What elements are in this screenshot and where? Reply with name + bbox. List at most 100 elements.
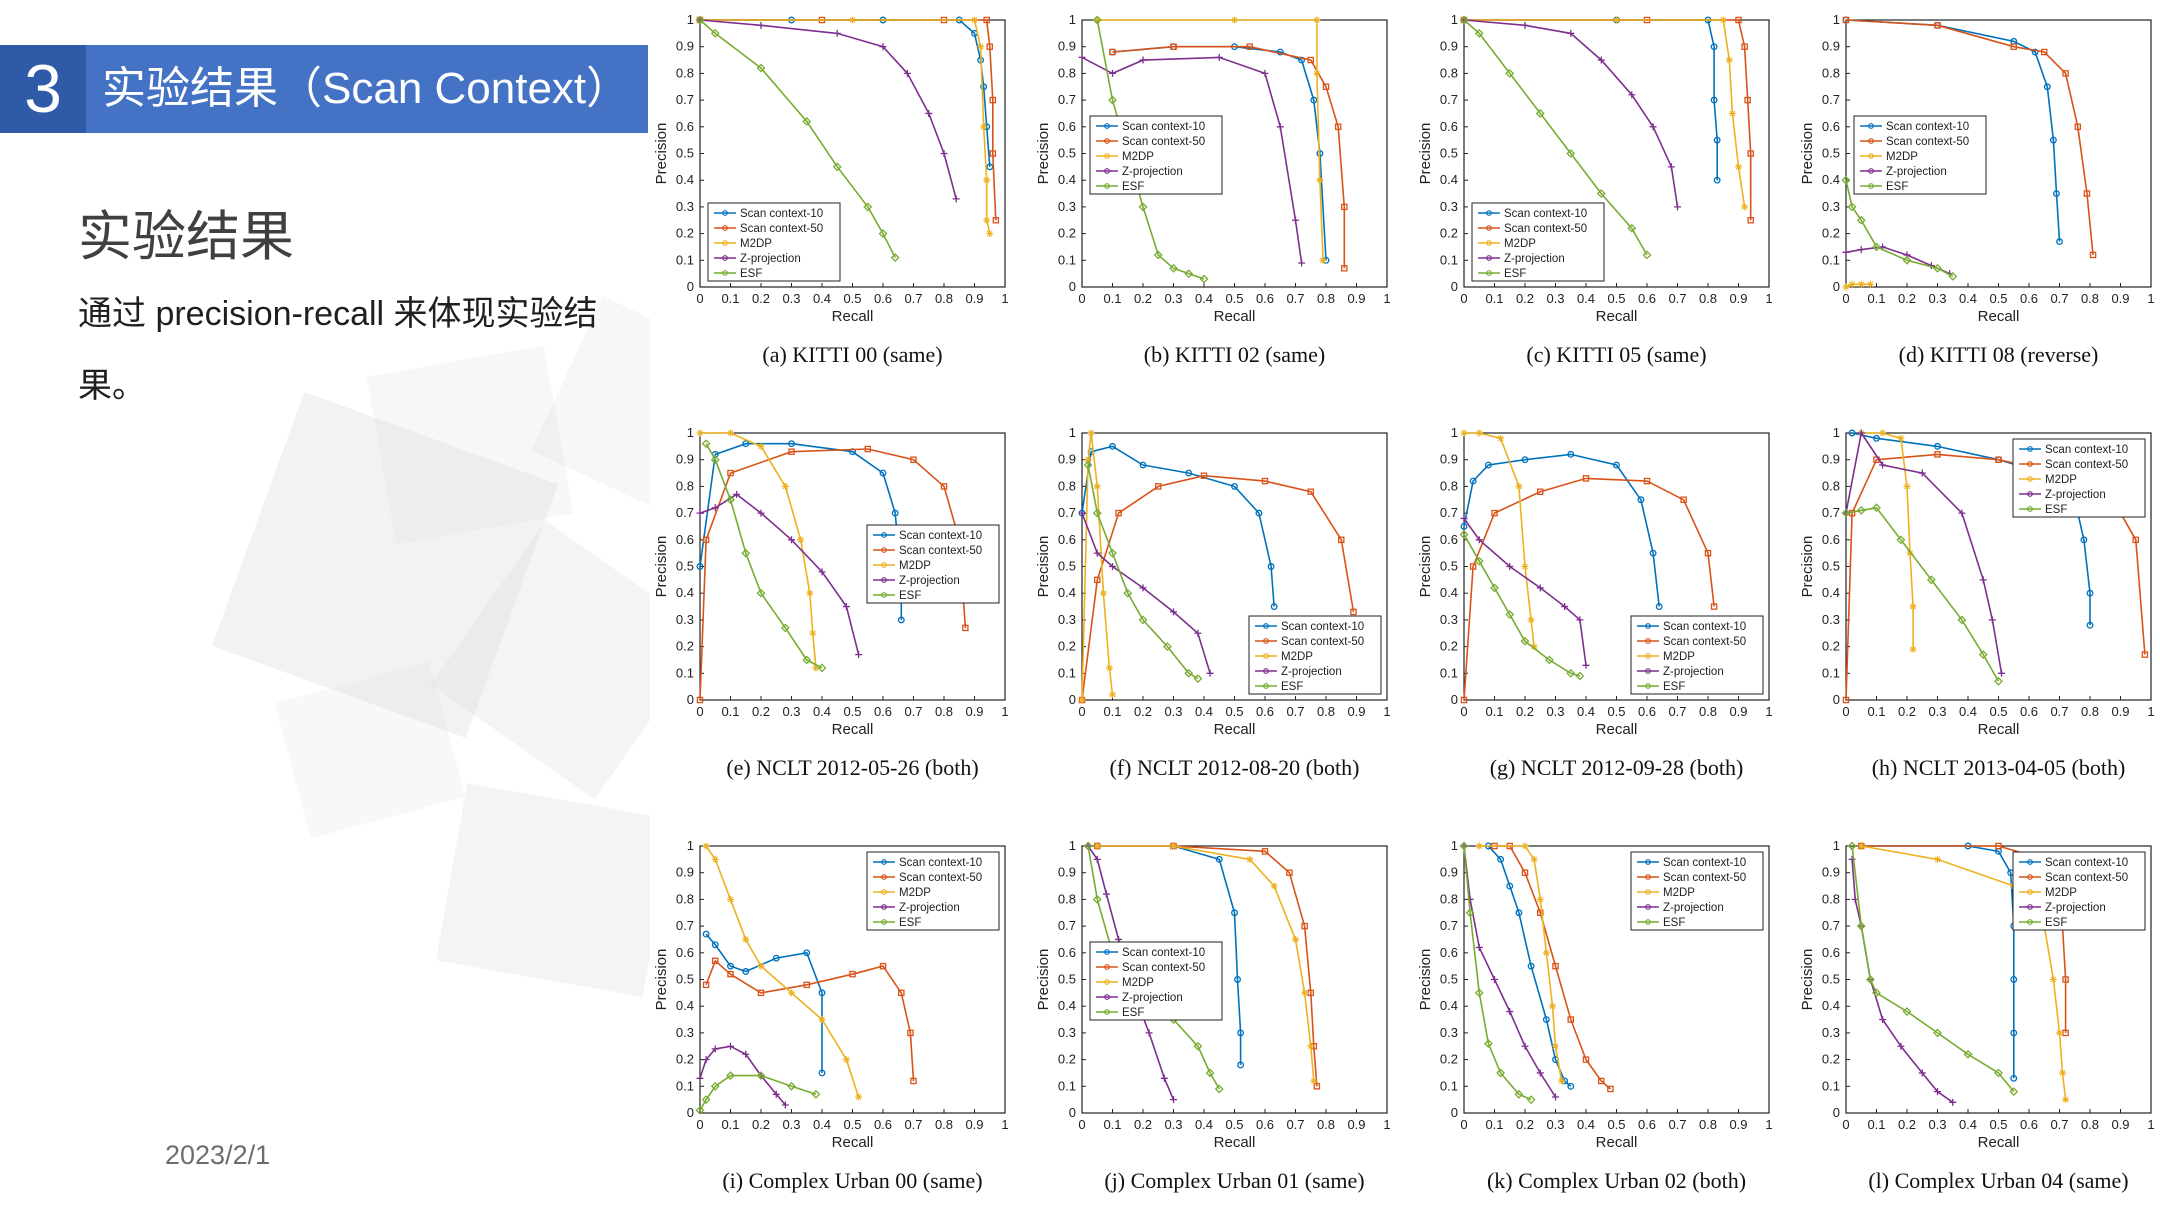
legend-marker xyxy=(1868,138,1874,144)
x-tick-label: 0.2 xyxy=(1898,1117,1916,1132)
x-tick-label: 0.9 xyxy=(1347,291,1365,306)
data-point xyxy=(1848,429,1856,437)
data-point xyxy=(702,930,710,938)
data-point xyxy=(742,968,750,975)
data-point xyxy=(1596,189,1606,198)
x-tick-label: 0 xyxy=(1842,704,1849,719)
y-tick-label: 0.6 xyxy=(1822,945,1840,960)
data-point xyxy=(1184,269,1194,279)
data-point xyxy=(1078,696,1086,704)
y-tick-label: 1 xyxy=(1833,425,1840,440)
x-tick-label: 0.1 xyxy=(721,704,739,719)
series-line xyxy=(1081,56,1303,264)
data-point xyxy=(1286,869,1293,876)
data-point xyxy=(1145,1029,1153,1037)
data-point xyxy=(1998,669,2006,677)
y-tick-label: 0.5 xyxy=(1822,972,1840,987)
data-point xyxy=(701,1095,711,1105)
y-tick-label: 0.4 xyxy=(1058,172,1076,187)
y-tick-label: 0.9 xyxy=(1440,452,1458,467)
legend-marker xyxy=(1263,683,1269,689)
y-tick-label: 0.2 xyxy=(1822,1052,1840,1067)
chart-caption: (a) KITTI 00 (same) xyxy=(762,342,942,367)
legend-marker xyxy=(2027,461,2033,467)
legend-marker xyxy=(1104,949,1110,955)
chart-panel: 0 0.1 0.2 0.3 0.4 0.5 0.6 0.7 0.8 0.9 1 0 0.1 0.2 0.3 0… xyxy=(1035,425,1391,780)
data-point xyxy=(1298,56,1306,64)
y-tick-label: 0.7 xyxy=(1058,918,1076,933)
x-tick-label: 0.5 xyxy=(1607,291,1625,306)
data-point xyxy=(727,962,734,970)
data-point xyxy=(780,623,790,633)
y-axis-label: Precision xyxy=(1799,123,1816,185)
x-axis-label: Recall xyxy=(832,1134,874,1151)
data-point xyxy=(1934,451,1941,458)
y-tick-label: 0.5 xyxy=(1058,559,1076,574)
data-point xyxy=(2010,1074,2018,1082)
x-axis-label: Recall xyxy=(1978,1134,2020,1151)
x-tick-label: 0.4 xyxy=(1959,1117,1977,1132)
legend-box xyxy=(707,202,841,282)
series-line xyxy=(1463,477,1715,701)
data-point xyxy=(757,962,765,970)
legend-label: M2DP xyxy=(2045,887,2077,899)
x-tick-label: 0.4 xyxy=(1577,704,1595,719)
data-point xyxy=(1978,650,1988,660)
x-tick-label: 1 xyxy=(1765,291,1772,306)
x-tick-label: 0.7 xyxy=(1668,1117,1686,1132)
data-point xyxy=(1637,496,1645,504)
data-point xyxy=(702,842,710,850)
data-point xyxy=(1933,1028,1942,1038)
data-point xyxy=(2043,83,2051,91)
legend-label: ESF xyxy=(1122,181,1144,193)
y-tick-label: 0.9 xyxy=(1822,865,1840,880)
x-tick-label: 0.2 xyxy=(1516,1117,1534,1132)
legend-marker xyxy=(881,889,887,895)
legend-marker xyxy=(881,547,887,553)
y-axis-label: Precision xyxy=(653,536,670,598)
legend-label: Z-projection xyxy=(1663,666,1724,678)
data-point xyxy=(1933,263,1942,273)
data-point xyxy=(1710,603,1718,610)
legend-marker xyxy=(2027,506,2033,512)
x-axis-label: Recall xyxy=(1214,721,1256,738)
data-point xyxy=(1322,83,1330,91)
chart-panel: 0 0.1 0.2 0.3 0.4 0.5 0.6 0.7 0.8 0.9 1 0 0.1 0.2 0.3 0… xyxy=(1417,838,1773,1193)
x-tick-label: 0 xyxy=(696,291,703,306)
legend-label: Scan context-50 xyxy=(740,223,823,235)
data-point xyxy=(1963,1049,1973,1059)
x-axis-label: Recall xyxy=(1978,308,2020,325)
data-point xyxy=(1934,22,1941,29)
data-point xyxy=(1154,483,1162,490)
data-point xyxy=(756,1071,766,1081)
legend-box xyxy=(1853,115,1987,195)
data-point xyxy=(1497,434,1505,442)
data-point xyxy=(1847,202,1857,212)
legend-label: ESF xyxy=(1663,681,1685,693)
y-tick-label: 0.6 xyxy=(1058,532,1076,547)
x-tick-label: 0.4 xyxy=(1577,291,1595,306)
x-tick-label: 0.6 xyxy=(1638,291,1656,306)
data-point xyxy=(1857,246,1865,254)
y-axis-label: Precision xyxy=(1417,123,1434,185)
data-point xyxy=(910,456,917,463)
data-point xyxy=(1744,96,1751,104)
x-tick-label: 0.2 xyxy=(1898,291,1916,306)
legend-label: Z-projection xyxy=(2045,902,2106,914)
data-point xyxy=(1841,175,1851,185)
data-point xyxy=(1909,645,1917,653)
series-line xyxy=(1081,474,1355,701)
x-tick-label: 0.7 xyxy=(904,704,922,719)
y-tick-label: 0.7 xyxy=(1440,92,1458,107)
series-line xyxy=(1463,534,1581,677)
x-tick-label: 1 xyxy=(2147,1117,2154,1132)
data-point xyxy=(890,253,900,263)
legend-marker xyxy=(1486,225,1492,231)
x-tick-label: 0.5 xyxy=(1607,704,1625,719)
data-point xyxy=(986,43,993,50)
data-point xyxy=(696,696,704,704)
data-point xyxy=(1078,53,1086,61)
y-tick-label: 0.8 xyxy=(676,478,694,493)
data-point xyxy=(1460,523,1468,530)
series-line xyxy=(705,959,915,1082)
